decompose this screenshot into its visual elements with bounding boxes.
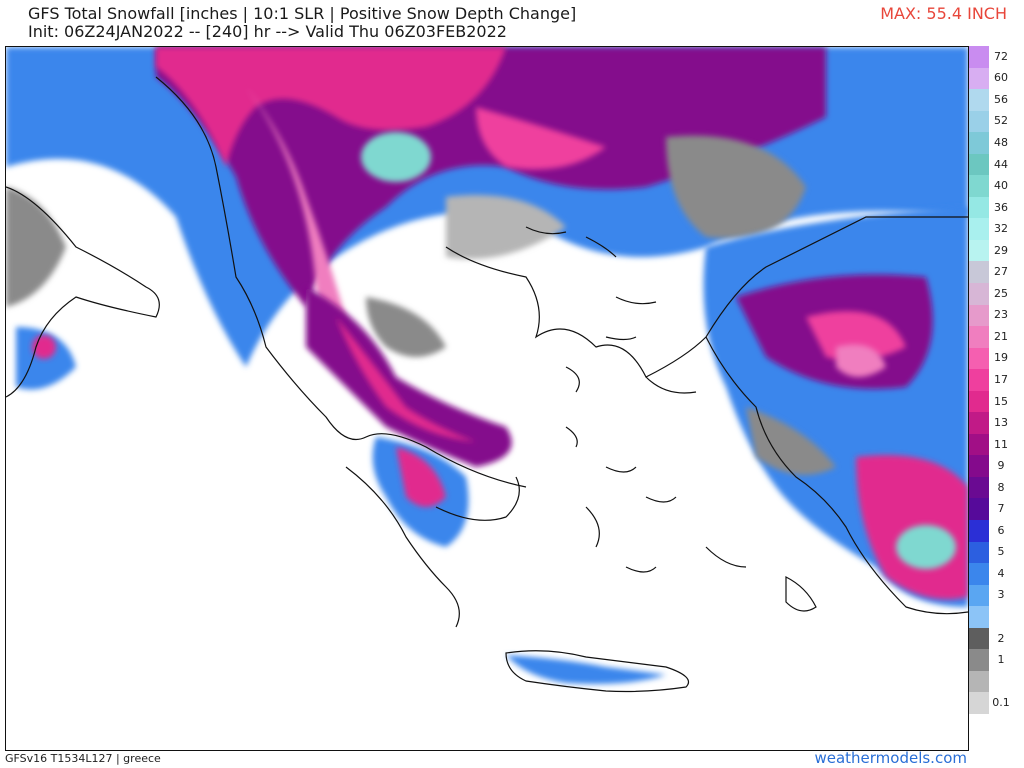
legend-swatch — [969, 261, 989, 284]
legend-label: 23 — [994, 308, 1008, 322]
legend-swatch — [969, 46, 989, 68]
legend-swatch — [969, 175, 989, 197]
legend-label: 56 — [994, 92, 1008, 106]
legend-swatch — [969, 89, 989, 111]
legend-label: 29 — [994, 243, 1008, 257]
model-info: GFSv16 T1534L127 | greece — [5, 752, 161, 765]
legend-swatch — [969, 627, 989, 650]
snowfall-map-canvas — [6, 47, 968, 693]
legend-label: 48 — [994, 135, 1008, 149]
map-subtitle: Init: 06Z24JAN2022 -- [240] hr --> Valid… — [28, 22, 507, 41]
legend-label: 8 — [997, 480, 1005, 494]
legend-swatch — [969, 692, 989, 714]
legend-label: 25 — [994, 286, 1008, 300]
legend-label: 1 — [997, 653, 1005, 667]
legend-label: 2 — [997, 631, 1005, 645]
site-credit[interactable]: weathermodels.com — [814, 749, 967, 767]
legend-swatch — [969, 412, 989, 434]
legend-swatch — [969, 218, 989, 240]
max-value-label: MAX: 55.4 INCH — [880, 4, 1007, 23]
snowfall-legend-labels: 72 60 56 52 48 44 40 36 32 29 27 25 23 21 19 17 15 13 11 9 8… — [990, 46, 1024, 714]
legend-label: 0.1 — [992, 696, 1010, 710]
legend-label: 44 — [994, 157, 1008, 171]
legend-label: 72 — [994, 49, 1008, 63]
legend-swatch — [969, 476, 989, 499]
legend-swatch — [969, 390, 989, 413]
snowfall-shading — [6, 47, 968, 684]
legend-label: 11 — [994, 437, 1008, 451]
legend-label: 5 — [997, 545, 1005, 559]
legend-swatch — [969, 304, 989, 327]
legend-swatch — [969, 563, 989, 585]
legend-swatch — [969, 455, 989, 477]
legend-label: 6 — [997, 523, 1005, 537]
legend-label: 52 — [994, 114, 1008, 128]
legend-label: 60 — [994, 71, 1008, 85]
legend-swatch — [969, 584, 989, 607]
legend-swatch — [969, 369, 989, 391]
legend-label: 32 — [994, 222, 1008, 236]
legend-label: 3 — [997, 588, 1005, 602]
legend-label: 15 — [994, 394, 1008, 408]
legend-swatch — [969, 110, 989, 133]
coastlines — [6, 76, 968, 693]
legend-swatch — [969, 541, 989, 564]
legend-label: 40 — [994, 179, 1008, 193]
legend-label: 17 — [994, 373, 1008, 386]
legend-label: 27 — [994, 265, 1008, 279]
legend-label: 4 — [997, 566, 1005, 580]
legend-swatch — [969, 433, 989, 456]
legend-label: 36 — [994, 200, 1008, 214]
map-title: GFS Total Snowfall [inches | 10:1 SLR | … — [28, 4, 577, 23]
legend-swatch — [969, 239, 989, 262]
legend-swatch — [969, 132, 989, 154]
legend-swatch — [969, 520, 989, 542]
legend-label: 7 — [997, 502, 1005, 516]
snowfall-legend — [969, 46, 989, 714]
legend-swatch — [969, 153, 989, 176]
legend-label: 9 — [997, 459, 1005, 473]
legend-swatch — [969, 649, 989, 671]
legend-swatch — [969, 606, 989, 628]
legend-swatch — [969, 498, 989, 521]
legend-swatch — [969, 283, 989, 305]
legend-label: 21 — [994, 329, 1008, 343]
legend-swatch — [969, 347, 989, 370]
legend-swatch — [969, 196, 989, 219]
legend-label: 19 — [994, 351, 1008, 365]
legend-swatch — [969, 67, 989, 90]
legend-swatch — [969, 670, 989, 693]
legend-swatch — [969, 326, 989, 348]
legend-label: 13 — [994, 416, 1008, 430]
snowfall-map — [5, 46, 969, 751]
